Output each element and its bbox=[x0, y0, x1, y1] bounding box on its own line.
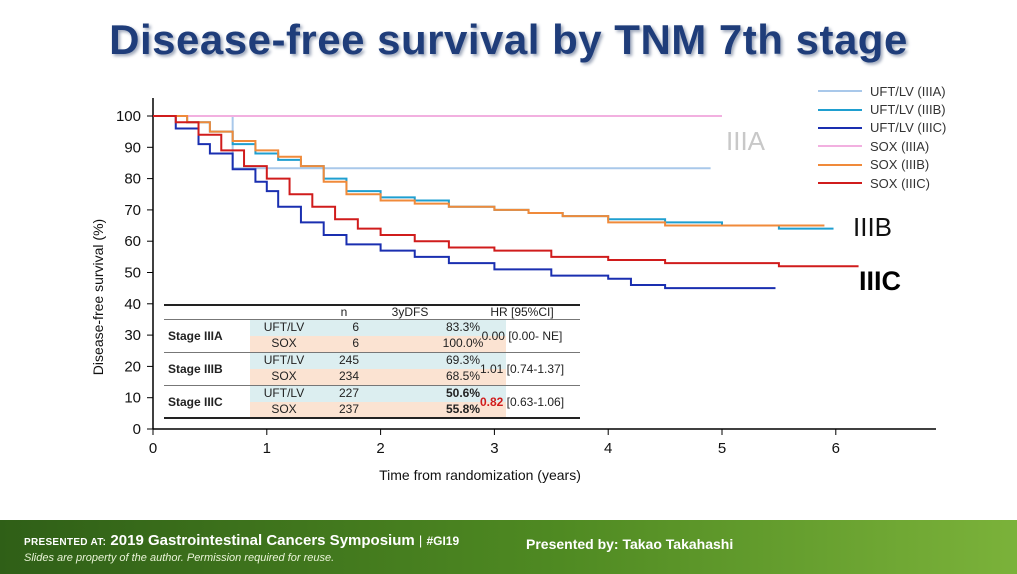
series-line-5 bbox=[153, 115, 859, 268]
x-tick-label: 6 bbox=[832, 440, 840, 457]
x-tick-label: 4 bbox=[604, 440, 612, 457]
y-tick-label: 60 bbox=[124, 233, 141, 250]
legend-swatch bbox=[818, 145, 862, 148]
x-tick-label: 5 bbox=[718, 440, 726, 457]
legend-item: UFT/LV (IIIB) bbox=[818, 100, 1008, 118]
iiic-hr-value: 0.82 bbox=[479, 395, 504, 409]
y-tick-label: 90 bbox=[124, 139, 141, 156]
iiib-hr-value: 1.01 bbox=[479, 362, 504, 376]
footer-symposium: PRESENTED AT: 2019 Gastrointestinal Canc… bbox=[24, 532, 459, 549]
y-tick-label: 30 bbox=[124, 327, 141, 344]
stage-label-iiic: IIIC bbox=[859, 266, 902, 296]
iiib-uft-dfs: 69.3% bbox=[445, 353, 481, 367]
x-tick-label: 3 bbox=[490, 440, 498, 457]
iiia-uft-arm: UFT/LV bbox=[263, 320, 305, 334]
footer-hashtag: #GI19 bbox=[426, 534, 460, 548]
footer-presenter: Presented by: Takao Takahashi bbox=[526, 536, 734, 552]
y-tick-label: 80 bbox=[124, 171, 141, 188]
y-axis-label: Disease-free survival (%) bbox=[90, 219, 106, 375]
iiia-sox-dfs: 100.0% bbox=[442, 336, 484, 350]
footer-banner: PRESENTED AT: 2019 Gastrointestinal Canc… bbox=[0, 520, 1017, 574]
x-tick-label: 1 bbox=[263, 440, 271, 457]
y-tick-label: 50 bbox=[124, 265, 141, 282]
stage-iiia-label: Stage IIIA bbox=[168, 329, 223, 343]
x-tick-label: 0 bbox=[149, 440, 157, 457]
legend-swatch bbox=[818, 126, 862, 129]
footer-separator: | bbox=[418, 533, 423, 548]
iiic-uft-arm: UFT/LV bbox=[263, 386, 305, 400]
iiic-sox-dfs: 55.8% bbox=[445, 402, 481, 416]
legend-item: SOX (IIIC) bbox=[818, 174, 1008, 192]
series-line-2 bbox=[153, 115, 776, 290]
legend-label: SOX (IIIC) bbox=[870, 175, 930, 191]
iiia-uft-n: 6 bbox=[352, 320, 359, 334]
stage-iiib-label: Stage IIIB bbox=[168, 362, 223, 376]
dfs-summary-table: n 3yDFS HR [95%CI] Stage IIIA UFT/LV 6 8… bbox=[164, 304, 580, 419]
legend-label: SOX (IIIA) bbox=[870, 138, 930, 154]
iiic-sox-n: 237 bbox=[338, 402, 359, 416]
symposium-name: 2019 Gastrointestinal Cancers Symposium bbox=[110, 532, 415, 549]
stage-label-iiib: IIIB bbox=[853, 212, 893, 242]
series-line-1 bbox=[153, 115, 834, 230]
y-tick-label: 20 bbox=[124, 358, 141, 375]
x-tick-label: 2 bbox=[376, 440, 384, 457]
y-tick-label: 10 bbox=[124, 390, 141, 407]
iiia-sox-n: 6 bbox=[352, 336, 359, 350]
iiib-sox-dfs: 68.5% bbox=[445, 369, 481, 383]
iiib-uft-arm: UFT/LV bbox=[263, 353, 305, 367]
header-hr: HR [95%CI] bbox=[490, 305, 554, 319]
legend-item: SOX (IIIB) bbox=[818, 156, 1008, 174]
legend-label: UFT/LV (IIIC) bbox=[870, 120, 947, 136]
legend-label: SOX (IIIB) bbox=[870, 157, 930, 173]
iiia-sox-arm: SOX bbox=[271, 336, 297, 350]
x-axis-label: Time from randomization (years) bbox=[379, 467, 581, 483]
y-tick-label: 0 bbox=[133, 421, 141, 438]
chart-legend: UFT/LV (IIIA) UFT/LV (IIIB) UFT/LV (IIIC) S… bbox=[818, 82, 1008, 192]
iiic-uft-dfs: 50.6% bbox=[445, 386, 481, 400]
presented-at-label: PRESENTED AT: bbox=[24, 537, 107, 548]
iiic-uft-n: 227 bbox=[338, 386, 359, 400]
iiic-hr: 0.82 [0.63-1.06] bbox=[464, 395, 580, 410]
legend-swatch bbox=[818, 182, 862, 185]
stage-label-iiia: IIIA bbox=[726, 126, 766, 156]
iiib-sox-arm: SOX bbox=[271, 369, 297, 383]
legend-item: SOX (IIIA) bbox=[818, 137, 1008, 155]
legend-item: UFT/LV (IIIC) bbox=[818, 119, 1008, 137]
legend-swatch bbox=[818, 108, 862, 111]
legend-swatch bbox=[818, 90, 862, 93]
iiib-sox-n: 234 bbox=[338, 369, 359, 383]
series-line-0 bbox=[153, 115, 711, 170]
iiia-hr-value: 0.00 bbox=[481, 329, 505, 343]
y-tick-label: 100 bbox=[116, 108, 141, 125]
series-line-4 bbox=[153, 115, 825, 227]
y-tick-label: 40 bbox=[124, 296, 141, 313]
legend-item: UFT/LV (IIIA) bbox=[818, 82, 1008, 100]
iiib-hr-ci: [0.74-1.37] bbox=[506, 362, 565, 376]
footer-permission-note: Slides are property of the author. Permi… bbox=[24, 552, 335, 564]
series-layer bbox=[153, 115, 859, 290]
iiia-hr-ci: [0.00- NE] bbox=[508, 329, 563, 343]
header-n: n bbox=[340, 305, 348, 319]
iiia-hr: 0.00 [0.00- NE] bbox=[464, 329, 580, 344]
stage-iiic-label: Stage IIIC bbox=[168, 395, 223, 409]
iiic-hr-ci: [0.63-1.06] bbox=[506, 395, 565, 409]
slide-title: Disease-free survival by TNM 7th stage bbox=[109, 16, 908, 63]
y-tick-label: 70 bbox=[124, 202, 141, 219]
iiia-uft-dfs: 83.3% bbox=[445, 320, 481, 334]
iiib-hr: 1.01 [0.74-1.37] bbox=[464, 362, 580, 377]
iiic-sox-arm: SOX bbox=[271, 402, 297, 416]
legend-swatch bbox=[818, 163, 862, 166]
iiib-uft-n: 245 bbox=[338, 353, 359, 367]
header-3ydfs: 3yDFS bbox=[391, 305, 429, 319]
legend-label: UFT/LV (IIIA) bbox=[870, 83, 946, 99]
legend-label: UFT/LV (IIIB) bbox=[870, 102, 946, 118]
